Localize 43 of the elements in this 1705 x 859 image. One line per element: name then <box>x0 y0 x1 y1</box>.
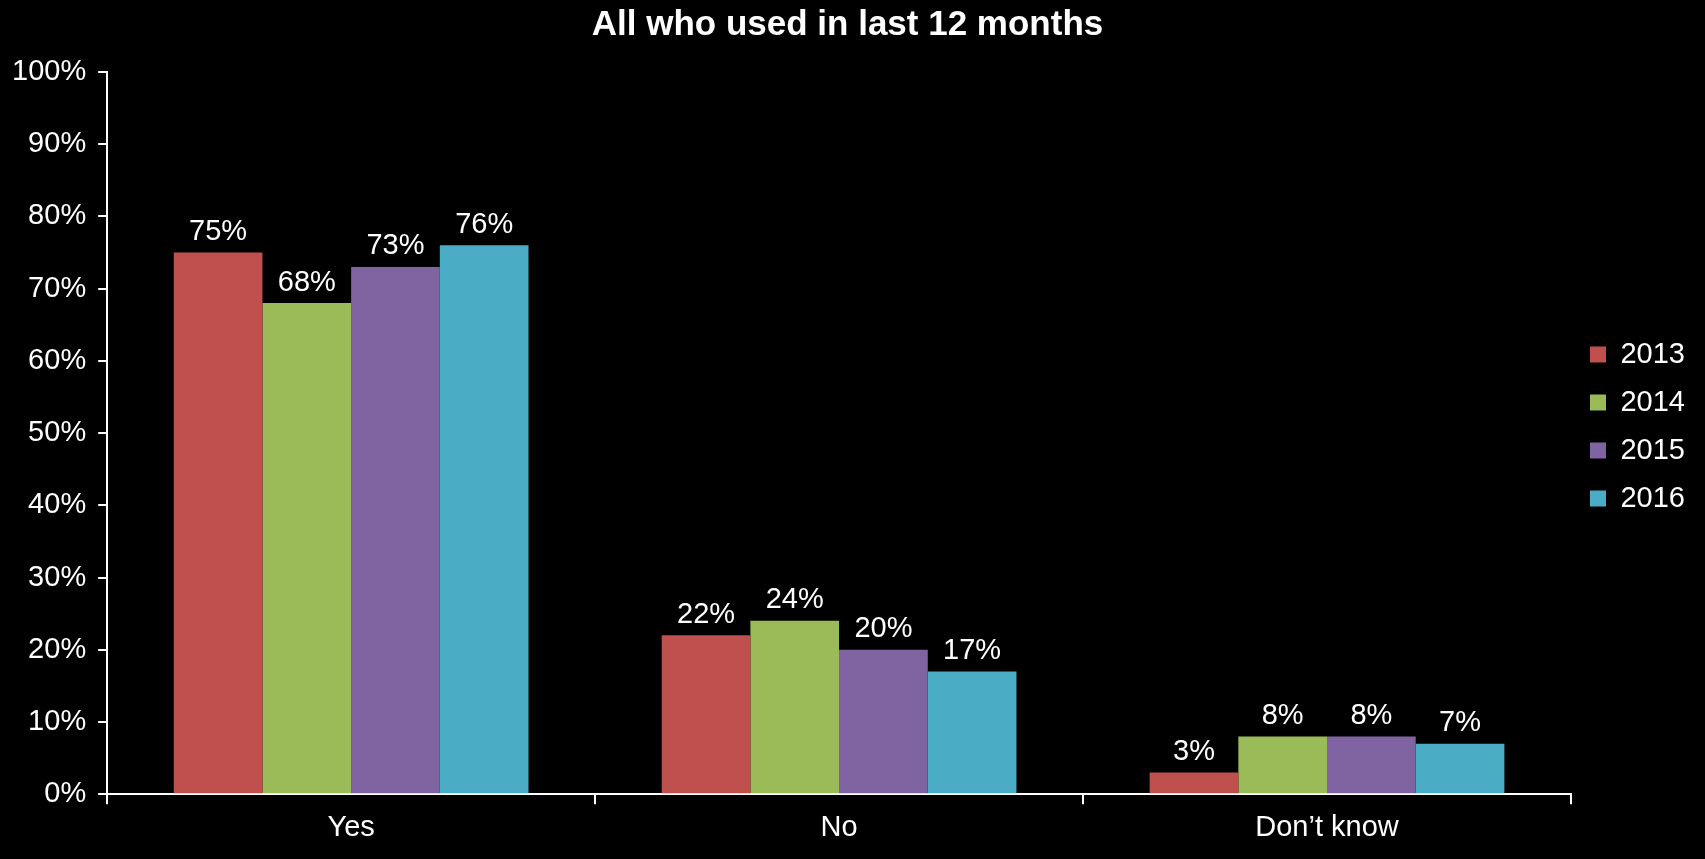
x-tick-label: Yes <box>327 809 375 842</box>
bar <box>351 266 440 794</box>
y-tick-label: 30% <box>28 559 87 592</box>
y-tick-label: 0% <box>44 776 87 809</box>
data-label: 17% <box>943 632 1002 665</box>
y-tick-label: 20% <box>28 631 87 664</box>
y-tick-label: 10% <box>28 703 87 736</box>
legend-label: 2013 <box>1620 336 1685 369</box>
bar <box>439 245 529 794</box>
bar <box>750 620 840 794</box>
bar <box>1238 736 1328 794</box>
legend-label: 2014 <box>1620 384 1685 417</box>
bar <box>1149 772 1239 794</box>
bar <box>927 671 1017 794</box>
x-tick-label: Don’t know <box>1255 809 1400 842</box>
y-tick-label: 50% <box>28 415 87 448</box>
bar <box>1415 743 1505 794</box>
data-label: 3% <box>1173 734 1215 767</box>
legend-label: 2016 <box>1620 480 1685 513</box>
bar <box>262 303 352 794</box>
bar <box>839 649 928 794</box>
data-label: 75% <box>189 214 248 247</box>
data-label: 68% <box>277 264 336 297</box>
y-tick-label: 90% <box>28 126 87 159</box>
data-label: 20% <box>854 611 913 644</box>
data-label: 73% <box>366 228 425 261</box>
bar <box>1327 736 1416 794</box>
y-tick-label: 60% <box>28 342 87 375</box>
y-tick-label: 100% <box>12 54 87 86</box>
y-tick-label: 70% <box>28 270 87 303</box>
data-label: 76% <box>455 206 514 239</box>
data-label: 8% <box>1261 697 1304 730</box>
y-tick-label: 40% <box>28 487 87 520</box>
chart-title: All who used in last 12 months <box>591 2 1104 42</box>
bar <box>661 635 751 794</box>
legend-label: 2015 <box>1620 432 1685 465</box>
data-label: 24% <box>765 582 824 615</box>
data-label: 8% <box>1350 697 1393 730</box>
y-tick-label: 80% <box>28 198 87 231</box>
bar <box>173 252 263 794</box>
x-tick-label: No <box>820 809 858 842</box>
data-label: 22% <box>677 596 736 629</box>
data-label: 7% <box>1439 705 1481 738</box>
